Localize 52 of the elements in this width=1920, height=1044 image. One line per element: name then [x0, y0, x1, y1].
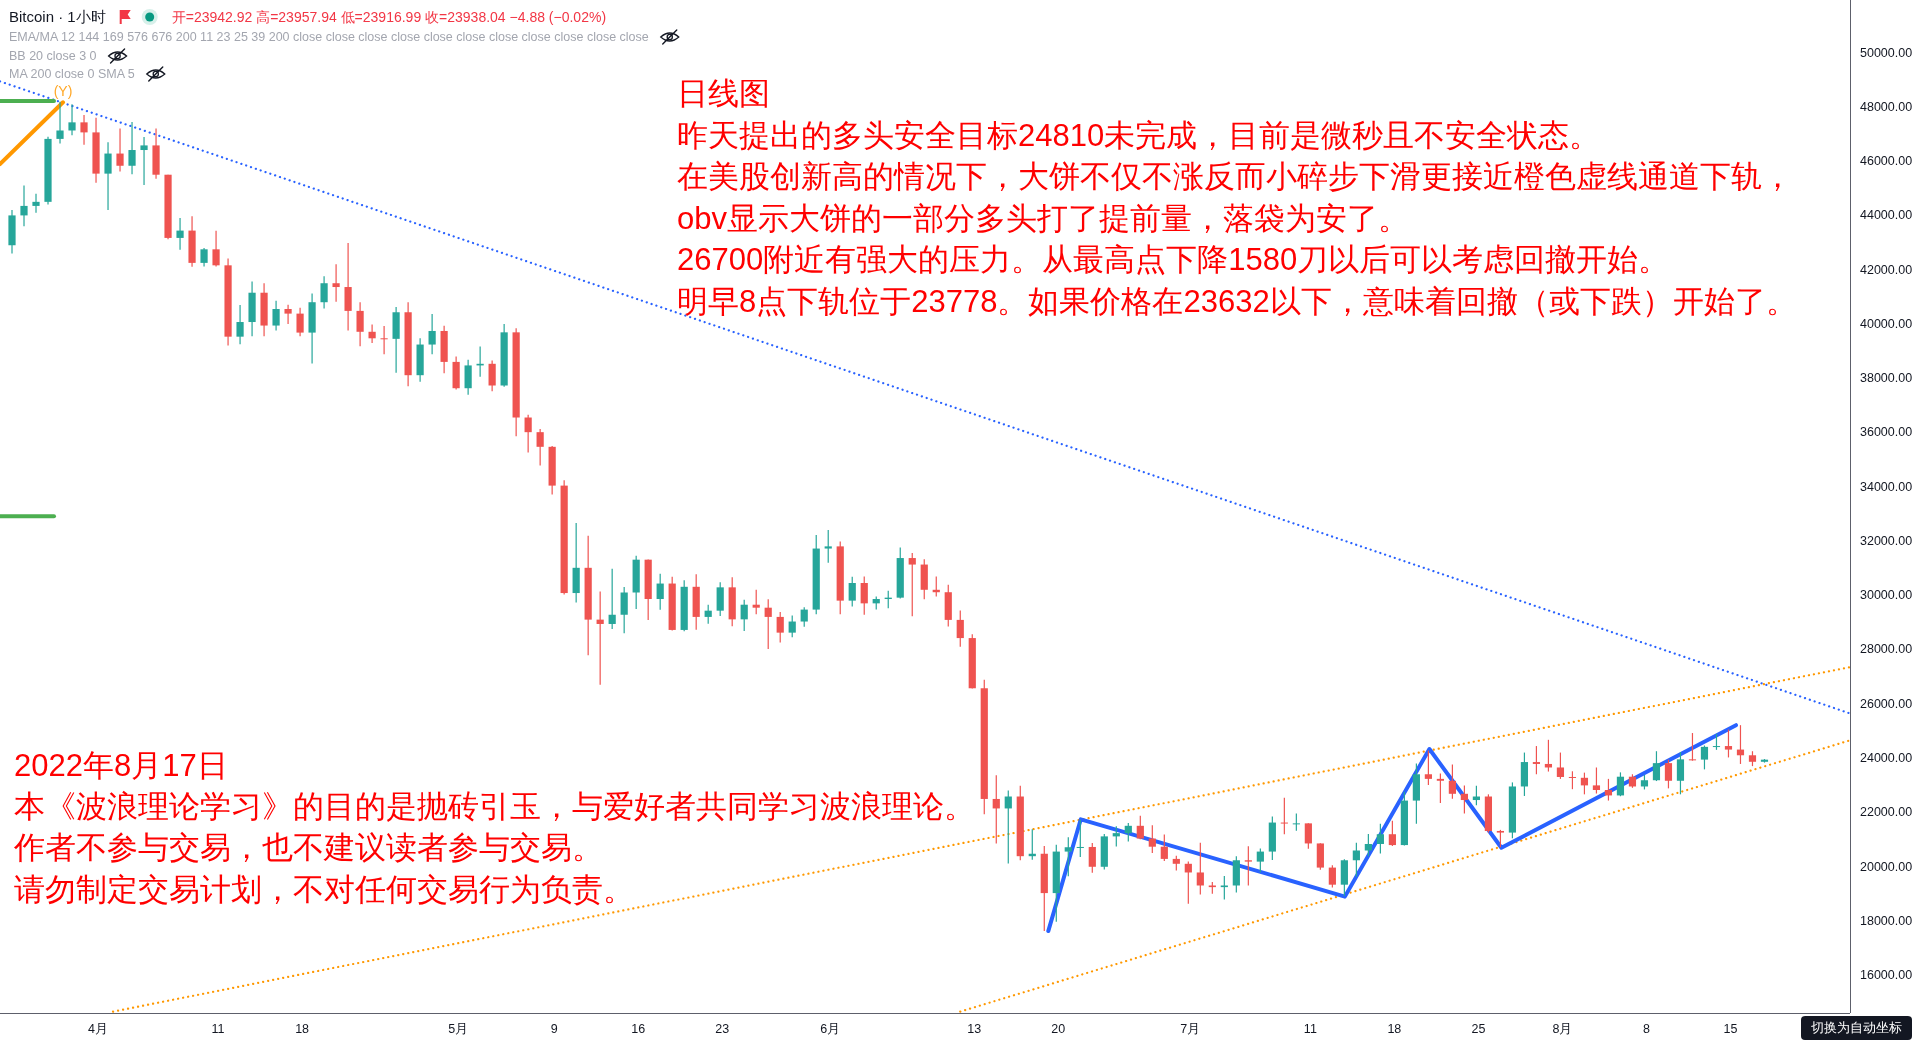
annotation: 日线图 [677, 76, 770, 111]
x-tick-label: 25 [1471, 1022, 1486, 1036]
x-tick-label: 7月 [1180, 1022, 1201, 1036]
y-tick-label: 42000.00 [1860, 262, 1913, 277]
y-tick-label: 44000.00 [1860, 208, 1913, 223]
annotation: 本《波浪理论学习》的目的是抛砖引玉，与爱好者共同学习波浪理论。 [14, 789, 975, 825]
y-tick-label: 38000.00 [1860, 371, 1913, 386]
y-tick-label: 26000.00 [1860, 696, 1913, 711]
annotation: 26700附近有强大的压力。从最高点下降1580刀以后可以考虑回撤开始。 [677, 242, 1670, 278]
x-tick-label: 8 [1642, 1022, 1650, 1036]
x-tick-label: 4月 [88, 1022, 108, 1036]
x-tick-label: 11 [1303, 1022, 1317, 1036]
annotation: BB 20 close 3 0 [9, 49, 97, 63]
annotation: 昨天提出的多头安全目标24810未完成，目前是微秒且不安全状态。 [677, 117, 1601, 153]
x-tick-label: 15 [1723, 1022, 1738, 1036]
y-tick-label: 32000.00 [1860, 533, 1913, 548]
y-tick-label: 46000.00 [1860, 154, 1913, 169]
x-tick-label: 18 [295, 1022, 310, 1036]
title: Bitcoin · 1小时 [9, 8, 106, 25]
y-tick-label: 36000.00 [1860, 425, 1913, 440]
y-tick-label: 20000.00 [1860, 859, 1913, 874]
y-tick-label: 30000.00 [1860, 588, 1913, 603]
y-tick-label: 50000.00 [1860, 45, 1913, 60]
x-tick-label: 11 [211, 1022, 225, 1036]
y-tick-label: 28000.00 [1860, 642, 1913, 657]
y-tick-label: 24000.00 [1860, 751, 1913, 765]
y-tick-label: 34000.00 [1860, 479, 1913, 494]
annotation: 2022年8月17日 [14, 748, 228, 783]
button: 切换为自动坐标 [1801, 1016, 1912, 1040]
annotation: 在美股创新高的情况下，大饼不仅不涨反而小碎步下滑更接近橙色虚线通道下轨， [677, 159, 1793, 195]
x-tick-label: 16 [631, 1022, 646, 1036]
annotation: EMA/MA 12 144 169 576 676 200 11 23 25 39 200 close close close close close close close close close close close [9, 30, 649, 44]
y-tick-label: 40000.00 [1860, 316, 1913, 331]
x-tick-label: 20 [1051, 1022, 1066, 1036]
annotation: obv显示大饼的一部分多头打了提前量，落袋为安了。 [677, 200, 1409, 236]
x-tick-label: 6月 [820, 1022, 841, 1036]
annotation: 明早8点下轨位于23778。如果价格在23632以下，意味着回撤（或下跌）开始了。 [677, 284, 1797, 319]
y-tick-label: 22000.00 [1860, 805, 1913, 820]
x-tick-label: 5月 [448, 1022, 469, 1036]
x-tick-label: 23 [715, 1022, 730, 1036]
x-tick-label: 18 [1387, 1022, 1402, 1036]
annotation: 请勿制定交易计划，不对任何交易行为负责。 [14, 871, 634, 907]
annotation: 开=23942.92 高=23957.94 低=23916.99 收=23938.04 −4.88 (−0.02%) [171, 9, 607, 25]
x-tick-label: 9 [550, 1022, 558, 1036]
x-tick-label: 8月 [1552, 1022, 1573, 1036]
annotation: (Y) [53, 83, 73, 100]
y-tick-label: 18000.00 [1860, 913, 1913, 928]
y-tick-label: 16000.00 [1860, 968, 1913, 982]
annotation: MA 200 close 0 SMA 5 [9, 67, 135, 81]
y-tick-label: 48000.00 [1860, 99, 1913, 114]
x-tick-label: 13 [967, 1022, 982, 1036]
annotation: 作者不参与交易，也不建议读者参与交易。 [14, 830, 603, 866]
